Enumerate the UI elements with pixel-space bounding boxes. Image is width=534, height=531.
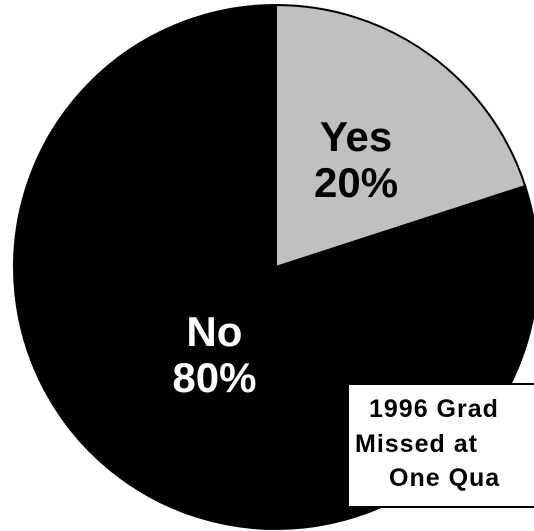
pie-value-label-yes: 20%	[314, 159, 398, 206]
chart-title-line-1: 1996 Grad	[369, 395, 499, 423]
chart-title-box: 1996 Grad Missed at One Qua	[347, 383, 534, 508]
chart-title-line-2: Missed at	[355, 430, 478, 458]
pie-label-no: No	[186, 308, 242, 355]
pie-label-yes: Yes	[320, 113, 392, 160]
chart-title-line-3: One Qua	[389, 464, 501, 492]
pie-slice-yes	[275, 3, 527, 269]
pie-value-label-no: 80%	[172, 354, 256, 401]
